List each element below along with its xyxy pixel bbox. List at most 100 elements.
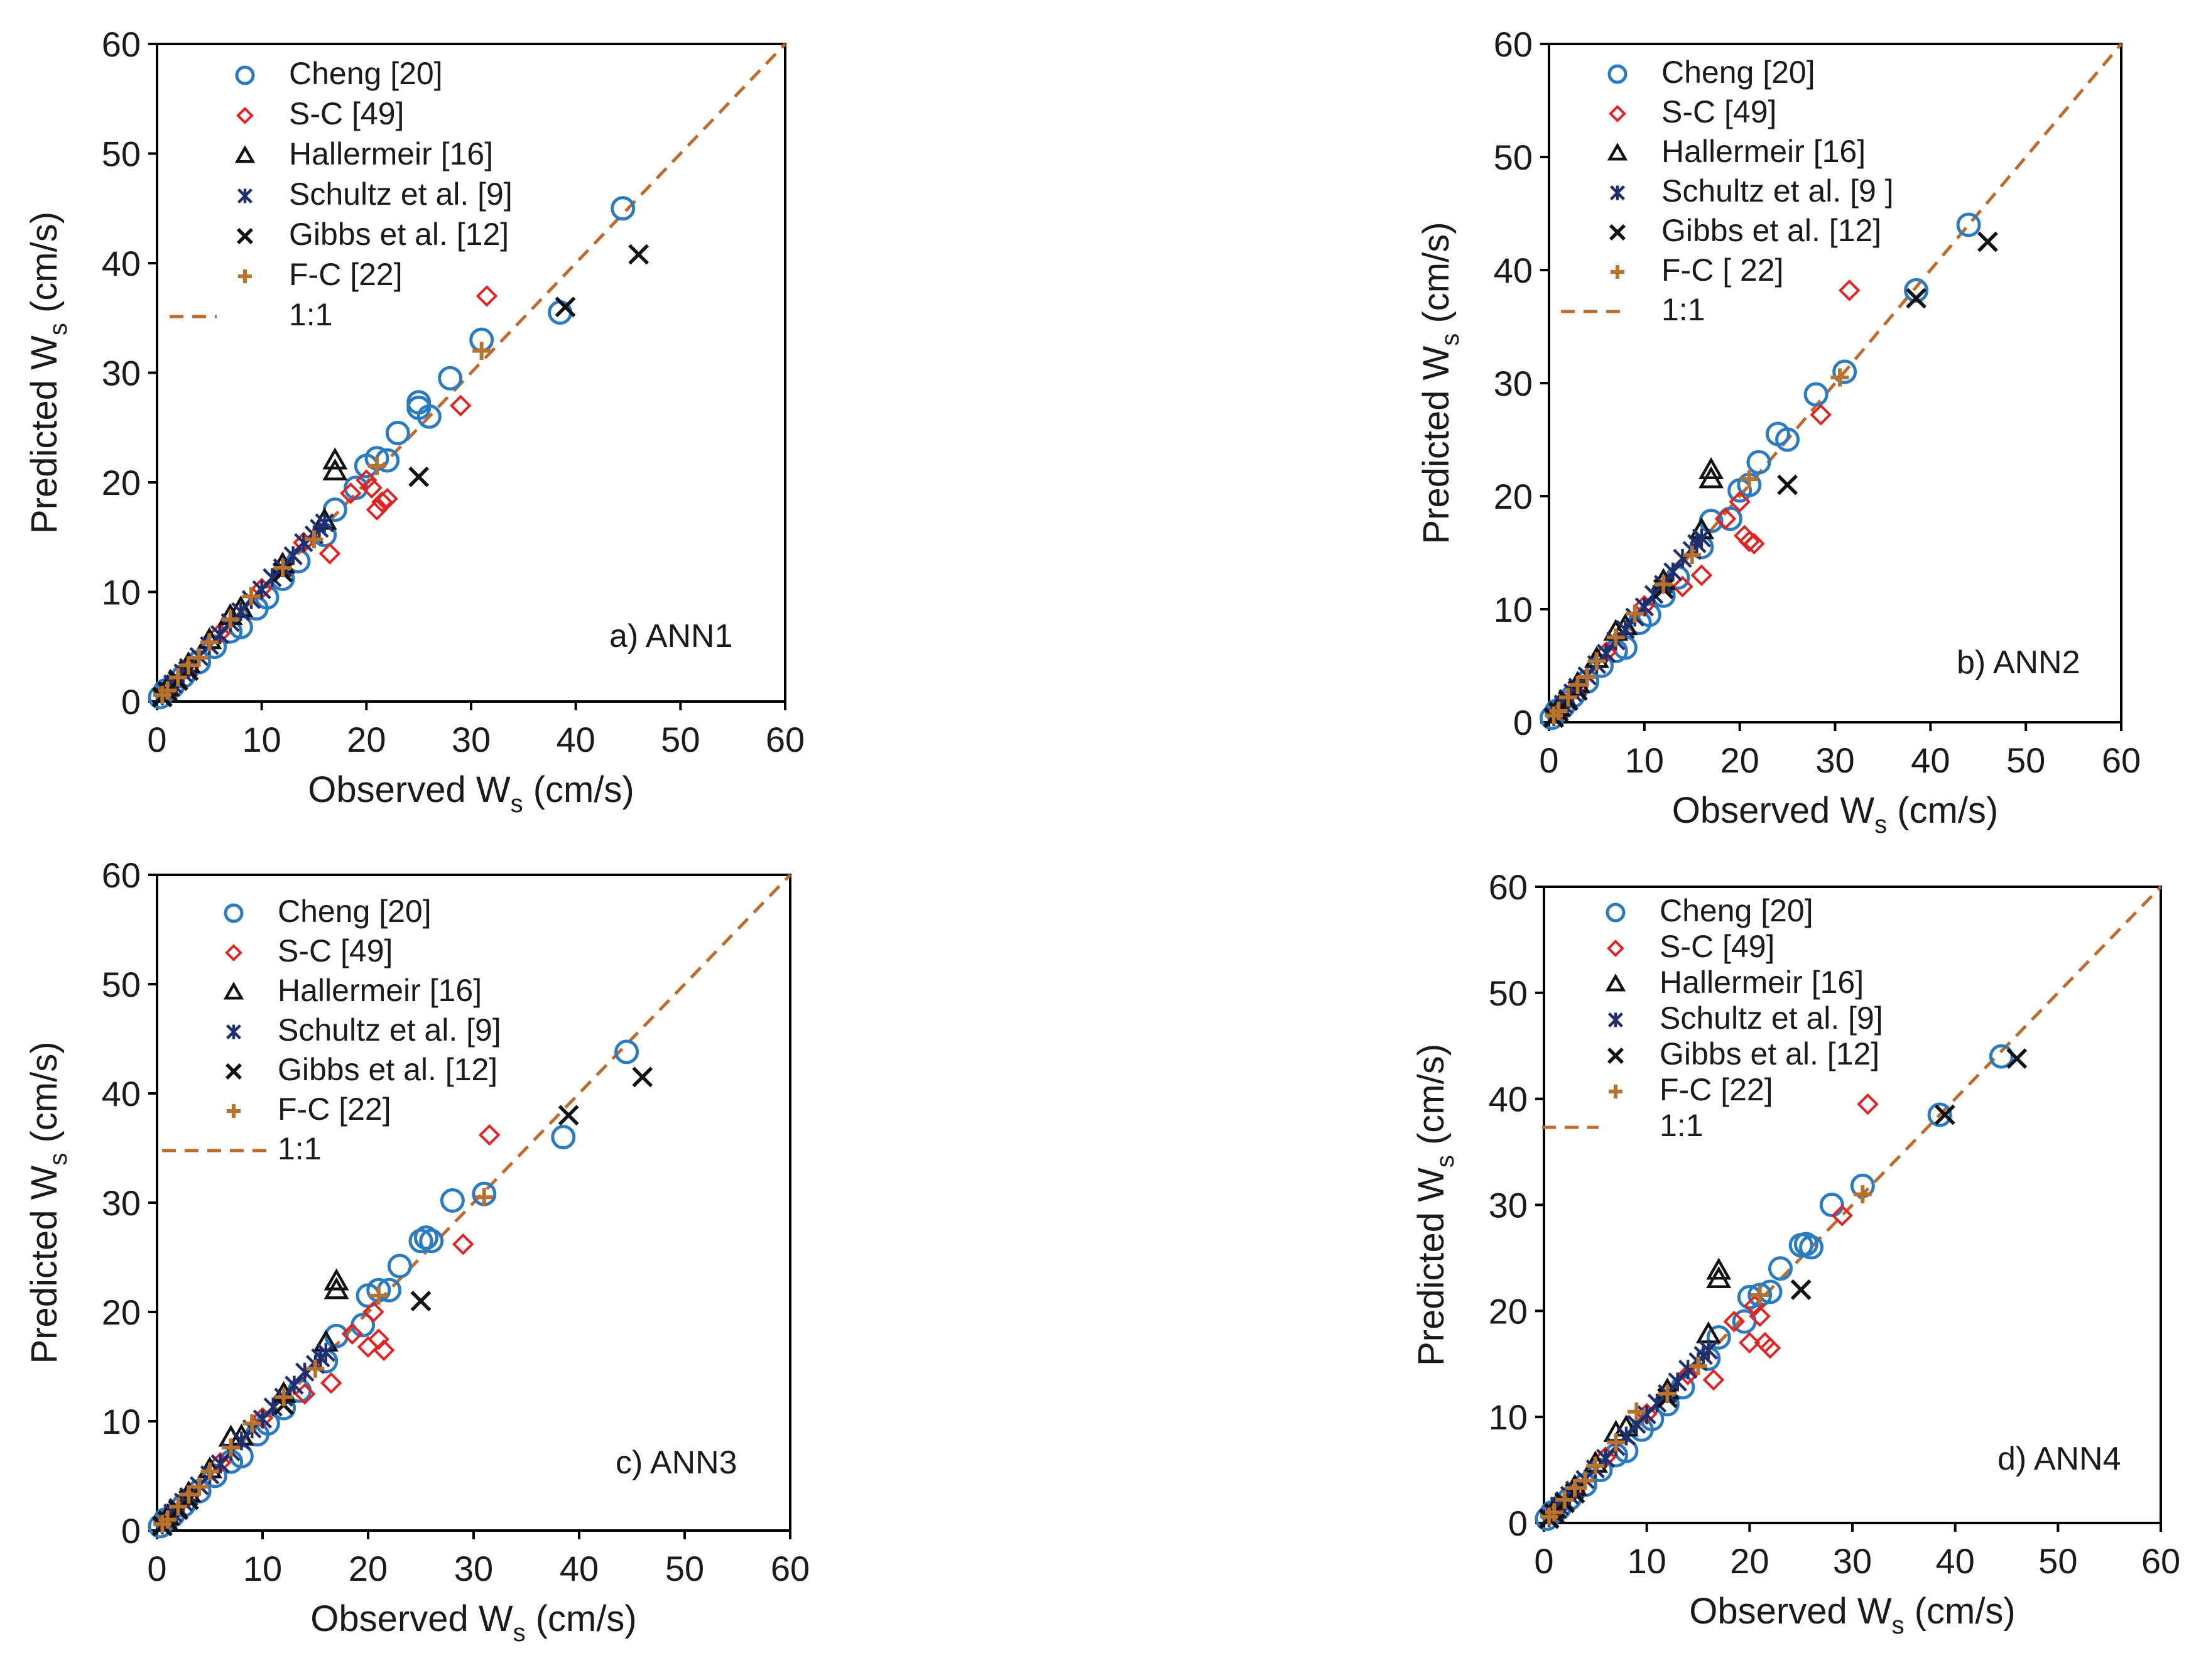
legend-label: S-C [49] <box>1660 929 1774 964</box>
point-schultz <box>1596 644 1616 663</box>
legend: Cheng [20]S-C [49]Hallermeir [16]Schultz… <box>170 56 513 332</box>
point-fc <box>222 1438 241 1457</box>
legend-label: Cheng [20] <box>278 894 432 929</box>
legend-label: Hallermeir [16] <box>289 136 493 171</box>
point-hall <box>1698 457 1724 479</box>
point-gibbs <box>628 244 649 265</box>
legend-label: Cheng [20] <box>1661 55 1815 90</box>
y-axis-title-unit: (cm/s) <box>1411 1044 1452 1155</box>
legend-marker-schultz <box>1608 1012 1623 1027</box>
panel-label: d) ANN4 <box>1997 1441 2121 1477</box>
legend-label: Schultz et al. [9] <box>289 176 513 212</box>
point-cheng <box>611 196 636 221</box>
point-cheng <box>614 1039 639 1065</box>
legend-marker-cheng <box>224 903 244 923</box>
legend-marker-cheng <box>1606 902 1626 923</box>
point-sc <box>1714 507 1737 530</box>
point-cheng <box>1799 1235 1824 1260</box>
point-fc <box>242 1414 261 1433</box>
legend-marker-hall <box>234 145 256 163</box>
x-tick-label: 20 <box>1730 1541 1769 1581</box>
y-axis-title-main: Predicted W <box>24 335 65 534</box>
point-fc <box>1586 1456 1605 1475</box>
point-fc <box>1830 368 1849 387</box>
point-fc <box>1549 702 1568 720</box>
x-axis-title-sub: s <box>1874 811 1887 838</box>
legend-marker-hall <box>1607 143 1628 161</box>
x-axis-title: Observed Ws (cm/s) <box>1689 1591 2016 1639</box>
point-fc <box>190 648 209 667</box>
point-fc <box>168 668 187 687</box>
y-tick-label: 20 <box>1494 477 1533 516</box>
point-gibbs <box>2006 1048 2028 1069</box>
point-sc <box>1838 279 1861 301</box>
y-axis-title-sub: s <box>45 1153 72 1166</box>
point-schultz <box>1616 620 1635 639</box>
x-tick-label: 30 <box>452 720 491 759</box>
legend-marker-hall <box>223 982 244 1000</box>
y-tick-label: 40 <box>1494 251 1533 290</box>
point-sc <box>341 1323 364 1345</box>
legend-label: S-C [49] <box>1661 94 1776 129</box>
x-axis-title-unit: (cm/s) <box>1905 1591 2016 1632</box>
series-hall <box>1546 457 1724 717</box>
point-cheng <box>1717 506 1742 531</box>
legend: Cheng [20]S-C [49]Hallermeir [16]Schultz… <box>1542 893 1883 1143</box>
legend-label: 1:1 <box>1660 1108 1704 1143</box>
legend-marker-schultz <box>1610 185 1625 200</box>
point-fc <box>179 656 198 675</box>
y-tick-label: 10 <box>1494 590 1533 629</box>
x-tick-label: 0 <box>147 720 166 759</box>
legend-marker-fc <box>1610 264 1625 279</box>
x-axis-title-main: Observed W <box>1672 790 1875 831</box>
point-fc <box>200 633 219 652</box>
point-fc <box>472 342 491 360</box>
legend-label: Hallermeir [16] <box>1660 965 1864 1000</box>
legend-marker-sc <box>1609 105 1626 122</box>
point-sc <box>1857 1093 1879 1115</box>
point-fc <box>475 1188 494 1206</box>
legend-label: Cheng [20] <box>1660 893 1813 928</box>
legend-label: Schultz et al. [9] <box>1660 1000 1883 1036</box>
point-cheng <box>1768 1256 1793 1281</box>
y-axis-title-unit: (cm/s) <box>24 1041 65 1152</box>
point-hall <box>323 1268 349 1291</box>
point-fc <box>1565 1478 1584 1497</box>
y-axis-title-main: Predicted W <box>1411 1168 1452 1366</box>
point-schultz <box>295 1362 315 1382</box>
legend: Cheng [20]S-C [49]Hallermeir [16]Schultz… <box>1561 55 1894 327</box>
point-schultz <box>285 1375 304 1395</box>
point-fc <box>1627 1402 1646 1421</box>
point-sc <box>361 477 383 499</box>
legend-marker-gibbs <box>1609 224 1626 241</box>
y-tick-label: 20 <box>102 463 141 502</box>
legend-label: F-C [ 22] <box>1661 252 1783 288</box>
point-schultz <box>1663 562 1683 582</box>
x-tick-label: 30 <box>1815 740 1854 780</box>
y-tick-label: 10 <box>102 1402 141 1441</box>
point-cheng <box>1989 1044 2014 1069</box>
legend-label: Cheng [20] <box>289 56 443 91</box>
point-sc <box>320 1372 342 1394</box>
y-tick-label: 0 <box>1513 703 1533 742</box>
legend-label: F-C [22] <box>278 1092 391 1127</box>
series-hall <box>155 1268 349 1526</box>
identity-line <box>156 874 791 1532</box>
y-axis-title: Predicted Ws (cm/s) <box>1411 1044 1459 1366</box>
panel-label: c) ANN3 <box>616 1444 737 1481</box>
point-fc <box>1683 546 1702 565</box>
point-fc <box>1853 1185 1872 1204</box>
x-tick-label: 50 <box>665 1549 704 1588</box>
x-axis-title-unit: (cm/s) <box>1887 790 1998 831</box>
y-tick-label: 50 <box>1489 973 1528 1013</box>
series-gibbs <box>1543 231 1998 729</box>
x-tick-label: 60 <box>771 1549 810 1588</box>
point-sc <box>372 1339 395 1362</box>
y-axis-title-unit: (cm/s) <box>24 212 65 323</box>
legend-label: Schultz et al. [9 ] <box>1661 173 1894 209</box>
y-tick-label: 60 <box>102 855 141 895</box>
point-cheng <box>1803 382 1829 407</box>
x-axis-title-unit: (cm/s) <box>523 769 634 810</box>
point-sc <box>476 285 498 307</box>
